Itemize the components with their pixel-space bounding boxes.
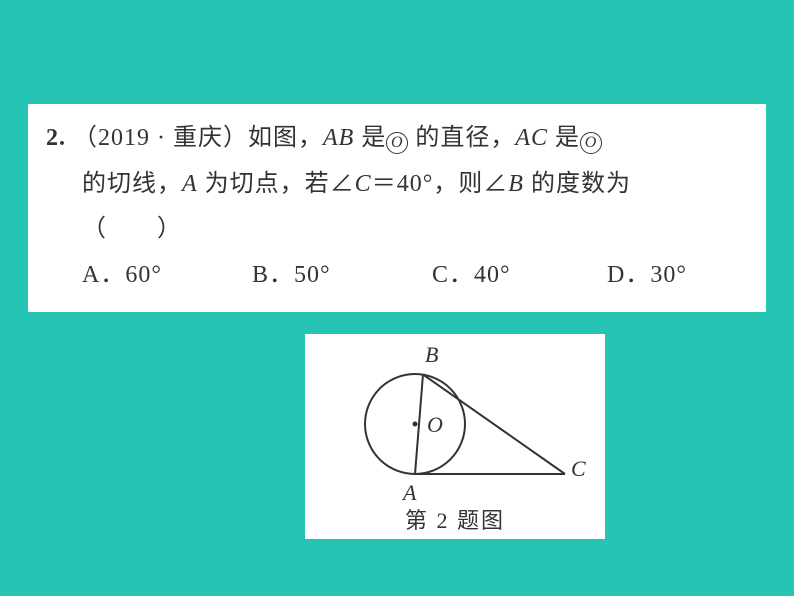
cap-a: 第: [405, 508, 437, 533]
opt-a-val: 60°: [125, 262, 162, 288]
options-row: A．60° B．50° C．40° D．30°: [46, 253, 748, 299]
ang2: ∠: [483, 171, 508, 197]
center-dot: [413, 422, 418, 427]
opt-c-val: 40°: [474, 262, 511, 288]
l2d: 的度数为: [524, 171, 631, 197]
l2c: ，则: [433, 171, 483, 197]
var-a: A: [182, 171, 198, 197]
l2a: 的切线，: [82, 171, 182, 197]
option-b: B．50°: [252, 253, 432, 299]
opt-d-val: 30°: [650, 262, 687, 288]
cap-n: 2: [437, 508, 450, 533]
opt-b-label: B．: [252, 262, 294, 288]
ang1: ∠: [330, 171, 355, 197]
option-a: A．60°: [82, 253, 252, 299]
t1: 如图，: [248, 125, 323, 151]
answer-paren: （ ）: [82, 216, 182, 242]
question-number: 2.: [46, 125, 66, 151]
label-b: B: [425, 342, 438, 368]
question-card: 2. （2019 · 重庆）如图，AB 是O 的直径，AC 是O 的切线，A 为…: [28, 104, 766, 312]
t4: 是: [548, 125, 580, 151]
circle-o-1: O: [386, 132, 408, 154]
var-c: C: [355, 171, 372, 197]
opt-d-label: D．: [607, 262, 650, 288]
cap-b: 题图: [450, 508, 506, 533]
line-bc: [423, 375, 565, 475]
option-c: C．40°: [432, 253, 607, 299]
opt-b-val: 50°: [294, 262, 331, 288]
opt-c-label: C．: [432, 262, 474, 288]
t2: 是: [354, 125, 386, 151]
opt-a-label: A．: [82, 262, 125, 288]
option-d: D．30°: [607, 253, 687, 299]
figure-svg: [305, 334, 605, 506]
circle-o-2: O: [580, 132, 602, 154]
forty: 40°: [397, 171, 434, 197]
t3: 的直径，: [408, 125, 515, 151]
figure-caption: 第 2 题图: [305, 503, 605, 535]
src-open: （2019 ·: [73, 125, 173, 151]
label-c: C: [571, 456, 586, 482]
eq: ＝: [372, 171, 397, 197]
src-city: 重庆: [173, 125, 223, 151]
label-o: O: [427, 412, 443, 438]
figure-geometry: [365, 374, 565, 474]
figure-card: B O A C 第 2 题图: [305, 334, 605, 539]
question-line-1: 2. （2019 · 重庆）如图，AB 是O 的直径，AC 是O: [46, 116, 748, 162]
var-ab: AB: [323, 125, 354, 151]
var-ac: AC: [515, 125, 548, 151]
l2b: 为切点，若: [198, 171, 330, 197]
src-close: ）: [223, 125, 248, 151]
question-line-3: （ ）: [46, 207, 748, 253]
var-b: B: [508, 171, 524, 197]
question-line-2: 的切线，A 为切点，若∠C＝40°，则∠B 的度数为: [46, 162, 748, 208]
